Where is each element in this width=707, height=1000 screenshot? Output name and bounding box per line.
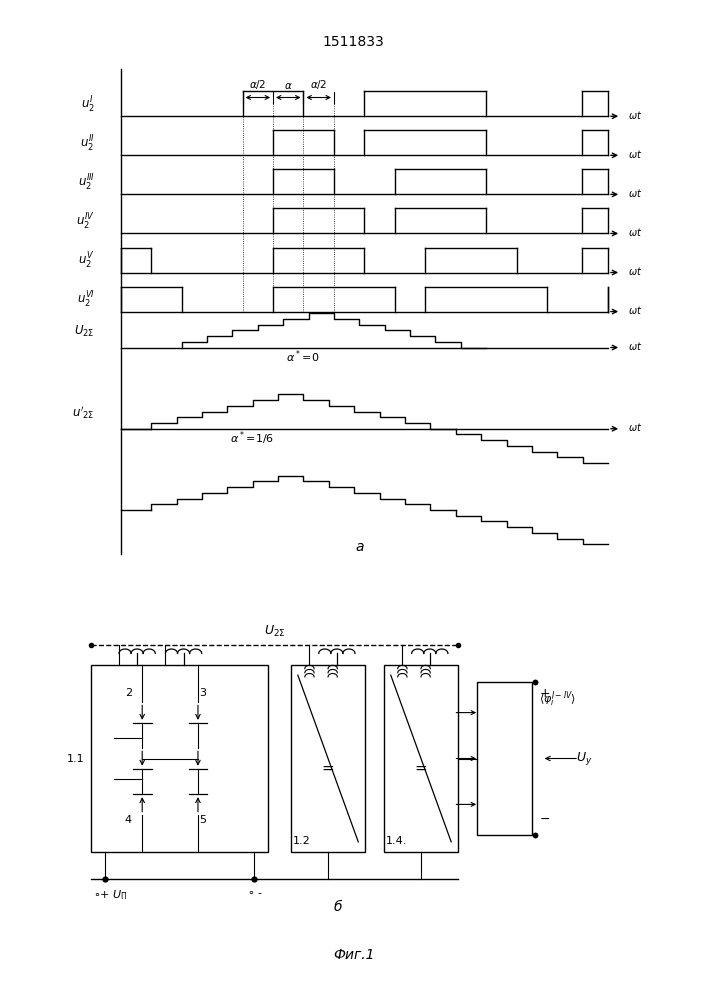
Text: $u_2^{II}$: $u_2^{II}$ <box>80 134 95 154</box>
Text: $U_{2\Sigma}$: $U_{2\Sigma}$ <box>264 624 286 640</box>
Text: $u_2^V$: $u_2^V$ <box>78 251 95 271</box>
Text: $\alpha/2$: $\alpha/2$ <box>310 78 327 91</box>
Text: $\omega t$: $\omega t$ <box>628 109 642 121</box>
Text: 1511833: 1511833 <box>322 35 385 49</box>
Text: 3: 3 <box>199 688 206 698</box>
Text: $\alpha/2$: $\alpha/2$ <box>249 78 267 91</box>
Text: $\alpha^*\!=\!0$: $\alpha^*\!=\!0$ <box>286 348 320 365</box>
Text: 4: 4 <box>124 815 132 825</box>
Text: $\omega t$: $\omega t$ <box>628 187 642 199</box>
Text: $U_y$: $U_y$ <box>576 750 593 767</box>
Text: =: = <box>414 761 427 776</box>
Text: $U_{2Σ}$: $U_{2Σ}$ <box>74 324 95 339</box>
Bar <box>477 682 532 835</box>
Text: $u_2^I$: $u_2^I$ <box>81 95 95 115</box>
Text: $\omega t$: $\omega t$ <box>628 265 642 277</box>
Text: $u_2^{IV}$: $u_2^{IV}$ <box>76 212 95 232</box>
Text: 1.1: 1.1 <box>66 754 84 764</box>
Text: +: + <box>539 687 550 700</box>
Text: $\circ$ -: $\circ$ - <box>247 888 263 898</box>
Text: 5: 5 <box>199 815 206 825</box>
Text: $\langle\varphi_i^{I-IV}\rangle$: $\langle\varphi_i^{I-IV}\rangle$ <box>539 689 577 709</box>
Bar <box>291 665 366 852</box>
Text: $u_2^{III}$: $u_2^{III}$ <box>78 173 95 193</box>
Text: $\omega t$: $\omega t$ <box>628 421 642 433</box>
Text: $\alpha^*\!=\!1/6$: $\alpha^*\!=\!1/6$ <box>230 430 274 447</box>
Text: $u'_{2Σ}$: $u'_{2Σ}$ <box>72 405 95 421</box>
Text: 2: 2 <box>124 688 132 698</box>
Text: =: = <box>322 761 334 776</box>
Text: 1.4.: 1.4. <box>386 836 407 846</box>
Bar <box>91 665 268 852</box>
Text: $\omega t$: $\omega t$ <box>628 226 642 238</box>
Text: $\omega t$: $\omega t$ <box>628 340 642 352</box>
Text: $\omega t$: $\omega t$ <box>628 148 642 160</box>
Text: 1.2: 1.2 <box>293 836 311 846</box>
Text: $\circ$+ $U_\Pi$: $\circ$+ $U_\Pi$ <box>93 888 129 902</box>
Text: Фиг.1: Фиг.1 <box>333 948 374 962</box>
Text: $-$: $-$ <box>539 812 551 825</box>
Text: a: a <box>356 540 364 554</box>
Text: $\omega t$: $\omega t$ <box>628 304 642 316</box>
Bar <box>384 665 458 852</box>
Text: б: б <box>333 900 341 914</box>
Text: $\alpha$: $\alpha$ <box>284 81 293 91</box>
Text: $u_2^{VI}$: $u_2^{VI}$ <box>77 290 95 310</box>
